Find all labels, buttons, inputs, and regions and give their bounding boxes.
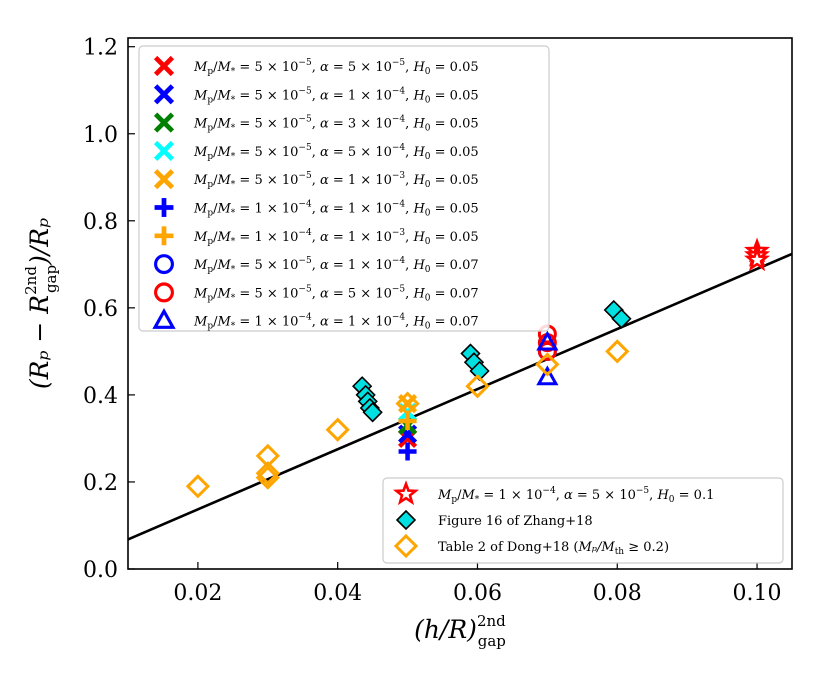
legend-marker-6 [154,226,174,246]
legend-label-7: Mp/M* = 5 × 10−5, α = 1 × 10−4, H0 = 0.0… [193,256,479,275]
data-point-s12-2 [255,461,280,486]
y-tick-label: 0.2 [83,471,118,496]
data-point-s12-5 [395,391,420,416]
data-point-s9-1 [536,330,559,351]
data-point-s12-8 [605,339,630,364]
legend-label-5: Mp/M* = 1 × 10−4, α = 1 × 10−4, H0 = 0.0… [193,200,479,219]
legend-label-8: Mp/M* = 5 × 10−5, α = 5 × 10−5, H0 = 0.0… [193,284,479,303]
legend-lower-label-0: Mp/M* = 1 × 10−4, α = 5 × 10−5, H0 = 0.1 [437,486,714,505]
y-tick-label: 0.0 [83,558,118,583]
legend-marker-0 [153,55,175,77]
legend-label-9: Mp/M* = 1 × 10−4, α = 1 × 10−4, H0 = 0.0… [193,313,479,332]
legend-upper-box [138,45,550,332]
data-point-s11-9 [611,308,632,329]
x-tick-label: 0.06 [453,581,502,606]
legend-label-6: Mp/M* = 1 × 10−4, α = 1 × 10−3, H0 = 0.0… [193,228,479,247]
data-point-s12-7 [535,352,560,377]
legend-lower-marker-0 [392,480,420,506]
legend-label-3: Mp/M* = 5 × 10−5, α = 5 × 10−4, H0 = 0.0… [193,143,479,162]
plot-frame [127,37,793,570]
legend-marker-2 [153,112,175,133]
legend-marker-3 [153,140,175,161]
x-tick-label: 0.04 [313,581,362,606]
legend-lower-marker-2 [393,533,419,559]
legend-marker-8 [154,282,174,303]
legend-lower-label-1: Figure 16 of Zhang+18 [438,514,593,529]
legend-marker-1 [153,84,175,105]
data-point-s12-6 [465,374,490,399]
legend-label-1: Mp/M* = 5 × 10−5, α = 1 × 10−4, H0 = 0.0… [193,86,479,105]
x-tick-label: 0.10 [733,581,782,606]
data-point-s8-2 [537,341,557,361]
legend-marker-4 [153,169,175,190]
y-tick-label: 0.8 [83,210,118,235]
x-axis-label: (h/R)2nd gap [414,612,506,650]
legend-label-2: Mp/M* = 5 × 10−5, α = 3 × 10−4, H0 = 0.0… [193,115,479,134]
y-tick-label: 1.2 [83,36,118,61]
y-tick-label: 0.4 [83,384,118,409]
legend-lower-marker-1 [395,509,417,531]
data-point-s10-2 [744,246,771,272]
data-point-s12-4 [325,417,350,442]
data-point-s5-0 [398,442,417,461]
fit-line [127,252,793,541]
y-tick-label: 0.6 [83,297,118,322]
data-point-s11-4 [362,402,383,423]
y-axis-label: (Rₚ − R2nd gap)/Rₚ [22,218,60,389]
legend-marker-7 [154,254,174,275]
legend-label-0: Mp/M* = 5 × 10−5, α = 5 × 10−5, H0 = 0.0… [193,58,479,77]
legend-lower-box [382,477,784,564]
y-tick-label: 1.0 [83,123,118,148]
x-tick-label: 0.02 [173,581,222,606]
data-point-s12-0 [185,474,211,499]
legend-label-4: Mp/M* = 5 × 10−5, α = 1 × 10−3, H0 = 0.0… [193,171,479,190]
data-point-s12-3 [255,465,280,490]
data-point-s9-0 [536,365,559,386]
x-tick-label: 0.08 [593,581,642,606]
legend-marker-5 [154,198,174,217]
legend-marker-9 [152,308,176,329]
legend-lower-label-2: Table 2 of Dong+18 (Mₚ/Mth ≥ 0.2) [438,540,669,557]
